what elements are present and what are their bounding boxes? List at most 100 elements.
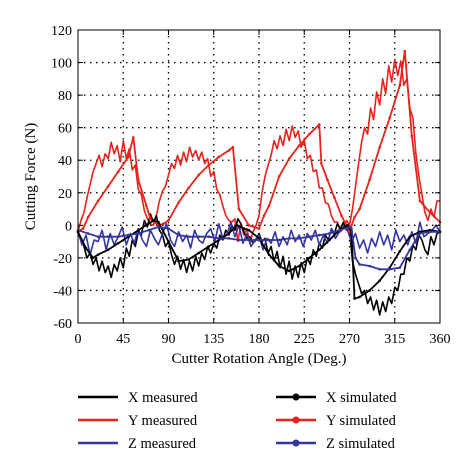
series-line-2: [77, 221, 441, 256]
series-point-5: [187, 235, 190, 239]
series-point-4: [267, 204, 271, 208]
x-tick-label: 225: [294, 332, 315, 347]
series-point-3: [147, 222, 150, 226]
series-point-4: [297, 144, 301, 147]
axis-tick-labels: 0 45 90 135 180 225 270 315 360 -60 -40 -20 0 20 40 60 8…: [51, 24, 451, 347]
y-tick-label: 120: [51, 24, 72, 39]
series-point-4: [340, 214, 343, 217]
series-point-5: [338, 228, 341, 232]
series-point-3: [368, 289, 371, 292]
x-tick-label: 135: [203, 332, 224, 347]
series-point-3: [353, 297, 356, 300]
series-point-3: [207, 245, 211, 248]
series-point-5: [318, 233, 321, 237]
series-point-4: [145, 204, 148, 208]
series-point-5: [137, 232, 140, 235]
series-point-4: [333, 196, 336, 199]
series-point-5: [86, 232, 90, 235]
legend-label-0: X measured: [128, 390, 198, 406]
series-point-3: [318, 248, 321, 252]
series-point-5: [227, 237, 231, 240]
x-tick-label: 45: [116, 332, 130, 347]
y-tick-label: 0: [65, 219, 72, 234]
axis-ticks: [77, 29, 441, 324]
series-point-4: [207, 163, 211, 167]
series-point-3: [378, 279, 381, 282]
grid-lines: [78, 30, 440, 323]
series-point-4: [247, 224, 251, 227]
series-point-5: [348, 225, 351, 229]
legend-label-4: Y simulated: [326, 413, 397, 429]
series-point-5: [428, 230, 432, 234]
series-lines: [76, 49, 442, 316]
y-tick-label: 20: [58, 187, 72, 202]
series-point-3: [346, 224, 349, 227]
series-point-4: [86, 215, 90, 219]
x-tick-label: 270: [339, 332, 360, 347]
x-tick-label: 315: [384, 332, 405, 347]
series-point-3: [157, 220, 160, 224]
series-point-5: [418, 232, 422, 235]
series-point-3: [137, 228, 140, 232]
y-tick-label: 40: [58, 154, 72, 169]
series-point-5: [167, 227, 170, 230]
series-point-3: [398, 250, 402, 253]
y-tick-label: 80: [58, 89, 72, 104]
series-point-3: [177, 259, 180, 263]
series-point-3: [247, 228, 251, 232]
series-point-5: [267, 238, 271, 242]
series-point-4: [410, 134, 414, 138]
series-point-5: [116, 235, 120, 239]
series-point-4: [277, 175, 281, 178]
series-point-5: [96, 235, 100, 239]
series-point-5: [328, 232, 331, 235]
series-point-4: [388, 116, 392, 120]
series-point-5: [398, 266, 402, 269]
series-point-4: [307, 132, 311, 136]
series-point-3: [84, 246, 88, 250]
series-point-5: [147, 228, 150, 232]
series-point-3: [235, 224, 239, 227]
series-point-4: [116, 170, 120, 173]
series-point-5: [207, 235, 211, 239]
y-tick-label: -20: [53, 252, 72, 267]
x-tick-label: 0: [75, 332, 82, 347]
legend-marker-4: [292, 416, 300, 424]
series-point-4: [187, 186, 190, 190]
series-point-3: [197, 251, 200, 255]
series-point-3: [116, 241, 120, 245]
series-point-5: [307, 235, 311, 239]
plot-frame: [77, 29, 441, 324]
x-tick-label: 90: [162, 332, 176, 347]
legend-label-1: Y measured: [128, 413, 198, 429]
series-point-3: [358, 295, 361, 299]
series-point-4: [287, 157, 291, 160]
series-point-3: [187, 258, 190, 261]
series-point-4: [137, 178, 140, 182]
series-point-4: [132, 136, 135, 139]
series-point-5: [277, 238, 281, 242]
series-point-5: [358, 263, 361, 266]
series-point-3: [91, 256, 95, 260]
series-point-4: [126, 155, 130, 159]
series-point-4: [418, 199, 422, 203]
series-point-4: [262, 214, 266, 217]
legend: X measured Y measured Z measured X simulate…: [78, 390, 397, 452]
series-point-4: [353, 215, 356, 219]
series-point-5: [157, 225, 160, 229]
series-point-3: [152, 219, 155, 222]
x-tick-label: 180: [249, 332, 270, 347]
series-point-4: [227, 149, 231, 152]
series-point-4: [398, 84, 402, 87]
series-point-3: [328, 238, 331, 242]
legend-marker-3: [292, 393, 300, 401]
series-point-5: [177, 233, 180, 237]
series-point-4: [162, 222, 165, 226]
series-point-3: [277, 264, 281, 268]
series-point-4: [96, 199, 100, 203]
series-point-5: [106, 235, 110, 239]
series-point-5: [368, 264, 371, 268]
series-point-3: [106, 248, 110, 252]
legend-label-2: Z measured: [128, 436, 197, 452]
series-point-5: [408, 248, 412, 252]
